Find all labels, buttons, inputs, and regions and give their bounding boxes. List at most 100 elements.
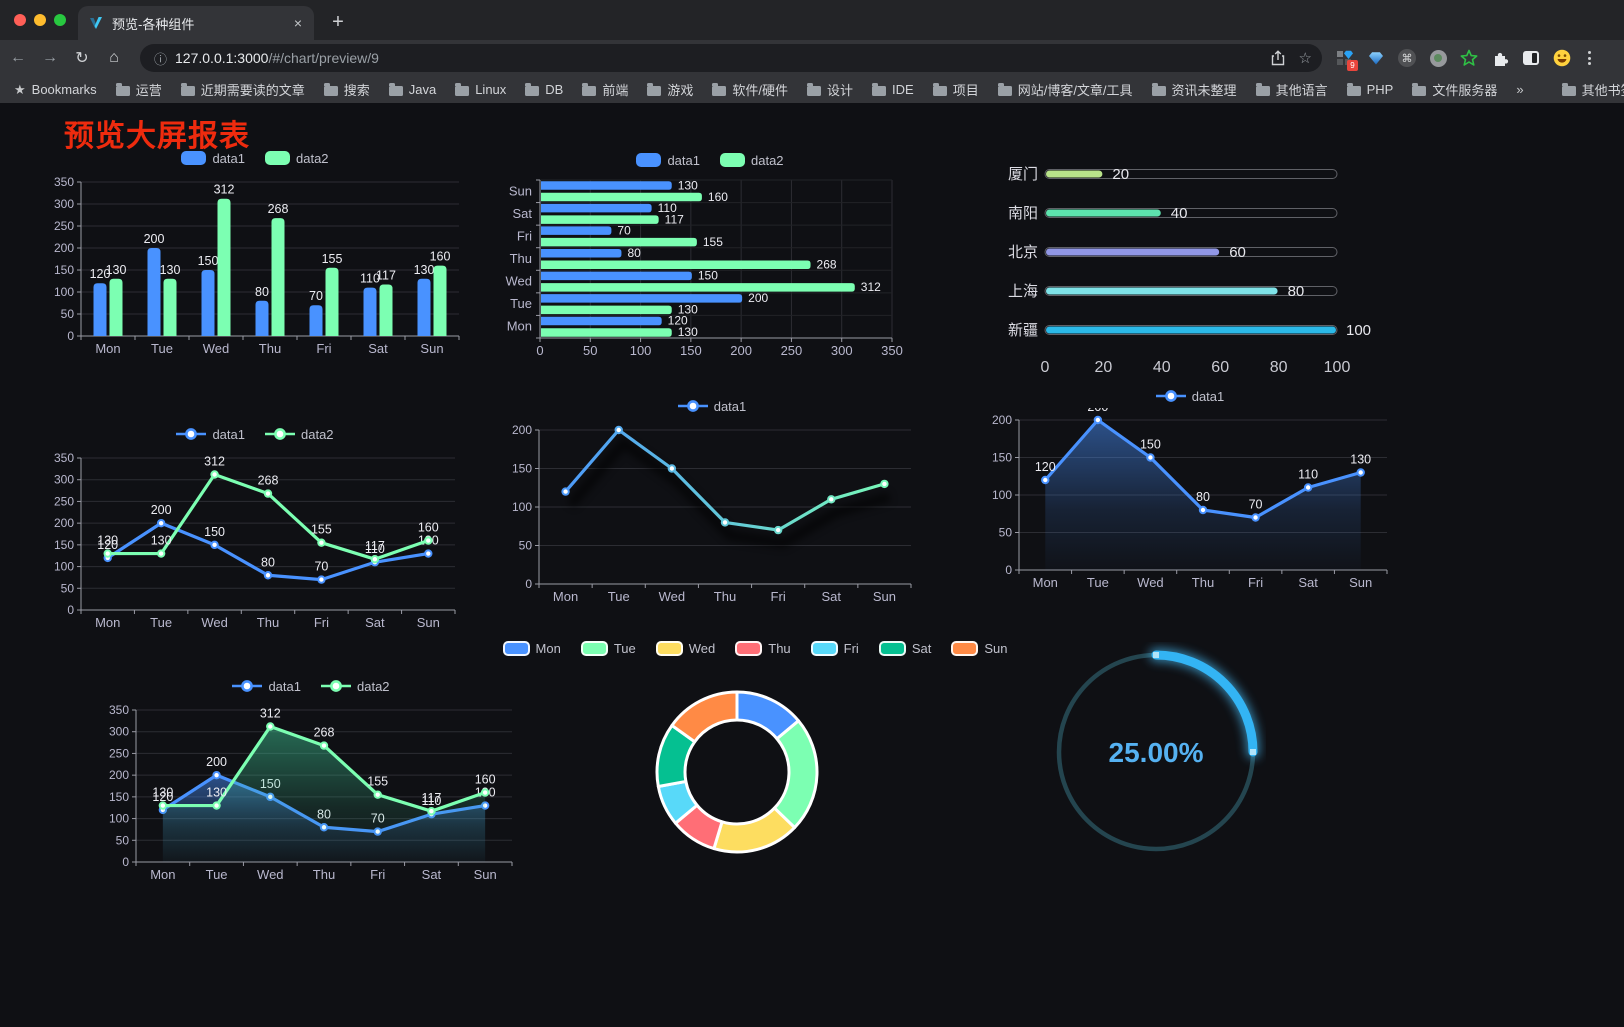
bookmark-folder[interactable]: 网站/博客/文章/工具 — [997, 80, 1133, 99]
svg-text:130: 130 — [678, 325, 698, 339]
extension-icons: 9 ⌘ — [1336, 40, 1591, 76]
gem-extension-icon[interactable] — [1367, 49, 1385, 67]
folder-icon — [455, 83, 470, 96]
svg-text:312: 312 — [861, 280, 881, 294]
svg-text:110: 110 — [1298, 468, 1318, 482]
tampermonkey-extension-icon[interactable]: 9 — [1336, 49, 1358, 71]
legend-item-Wed[interactable]: Wed — [655, 640, 715, 656]
bookmark-folder[interactable]: PHP — [1346, 82, 1393, 97]
svg-text:250: 250 — [781, 343, 803, 358]
legend-item-data2[interactable]: data2 — [265, 151, 329, 166]
bookmark-folder[interactable]: IDE — [872, 82, 914, 97]
legend-item-Tue[interactable]: Tue — [580, 640, 636, 656]
svg-text:40: 40 — [1171, 205, 1188, 222]
svg-text:60: 60 — [1229, 244, 1246, 261]
bookmark-folder[interactable]: Java — [388, 82, 436, 97]
chart-legend: data1 data2 — [498, 150, 922, 170]
minimize-window-button[interactable] — [34, 14, 46, 26]
zoom-window-button[interactable] — [54, 14, 66, 26]
bookmark-folder[interactable]: 软件/硬件 — [712, 80, 788, 99]
svg-text:Fri: Fri — [314, 615, 329, 630]
bookmark-folder[interactable]: 文件服务器 — [1412, 80, 1497, 99]
legend-item-Sat[interactable]: Sat — [878, 640, 931, 656]
svg-text:上海: 上海 — [1008, 283, 1038, 300]
svg-text:100: 100 — [54, 285, 74, 299]
bookmark-star-icon[interactable]: ☆ — [1298, 50, 1312, 67]
legend-item-data1[interactable]: data1 — [636, 153, 700, 168]
green-star-extension-icon[interactable] — [1460, 49, 1478, 67]
browser-tab[interactable]: 预览-各种组件 × — [78, 6, 314, 40]
recorder-extension-icon[interactable] — [1429, 49, 1447, 67]
legend-item-data2[interactable]: data2 — [265, 427, 334, 442]
dual-line-chart[interactable]: data1 data2 0 50 100 150 200 250 300 350 Mon Tue Wed… — [45, 424, 465, 636]
svg-text:200: 200 — [109, 768, 129, 782]
legend-item-data1[interactable]: data1 — [232, 679, 301, 694]
bookmarks-manager[interactable]: ★ Bookmarks — [14, 82, 97, 98]
command-extension-icon[interactable]: ⌘ — [1398, 49, 1416, 67]
reload-icon[interactable]: ↻ — [75, 50, 89, 67]
svg-text:130: 130 — [97, 534, 118, 548]
forward-icon[interactable]: → — [42, 49, 58, 66]
bookmark-folder[interactable]: 项目 — [932, 80, 979, 99]
legend-item-Fri[interactable]: Fri — [810, 640, 859, 656]
bookmark-folder[interactable]: DB — [525, 82, 563, 97]
home-icon[interactable]: ⌂ — [109, 49, 119, 66]
bookmark-folder[interactable]: 搜索 — [323, 80, 370, 99]
legend-item-data1[interactable]: data1 — [677, 399, 746, 414]
bookmark-folder[interactable]: 游戏 — [647, 80, 693, 99]
legend-item-data2[interactable]: data2 — [720, 153, 784, 168]
legend-item-data1[interactable]: data1 — [1155, 389, 1224, 404]
bookmark-folder[interactable]: 近期需要读的文章 — [180, 80, 305, 99]
bookmark-folder[interactable]: Linux — [455, 82, 506, 97]
svg-text:Sun: Sun — [509, 183, 532, 198]
close-window-button[interactable] — [14, 14, 26, 26]
svg-text:117: 117 — [365, 539, 385, 553]
gauge-progress-chart[interactable]: 25.00% — [1046, 642, 1266, 862]
dual-area-chart[interactable]: data1 data2 0 50 100 150 200 250 300 350 Mon Tue Wed… — [100, 676, 522, 888]
svg-text:80: 80 — [1288, 283, 1305, 300]
svg-text:130: 130 — [678, 178, 698, 192]
new-tab-button[interactable]: + — [332, 10, 344, 33]
area-line-chart[interactable]: data1 0 50 100 150 200 Mon Tue Wed Thu Fri Sat Sun 12… — [983, 386, 1397, 596]
bookmark-folder[interactable]: 设计 — [807, 80, 853, 99]
bookmarks-overflow-chevron[interactable]: » — [1516, 82, 1524, 97]
bookmark-folder[interactable]: 资讯未整理 — [1151, 80, 1237, 99]
address-bar[interactable]: ⓘ 127.0.0.1:3000 /#/chart/preview/9 ☆ — [140, 44, 1322, 72]
legend-item-Mon[interactable]: Mon — [502, 640, 561, 656]
bookmark-folder[interactable]: 前端 — [582, 80, 628, 99]
svg-text:120: 120 — [97, 538, 118, 552]
bookmark-folder[interactable]: 其他语言 — [1255, 80, 1328, 99]
emoji-extension-icon[interactable] — [1553, 49, 1571, 67]
site-info-icon[interactable]: ⓘ — [154, 51, 168, 67]
svg-text:Tue: Tue — [206, 867, 228, 882]
browser-menu-icon[interactable] — [1588, 51, 1591, 65]
grouped-bar-chart[interactable]: data1 data2 0 50 100 150 200 250 300 350 Mon Tue Wed… — [45, 148, 465, 362]
other-bookmarks-folder[interactable]: 其他书签 — [1561, 80, 1624, 99]
extensions-puzzle-icon[interactable] — [1491, 49, 1509, 67]
svg-text:新疆: 新疆 — [1008, 322, 1038, 339]
legend-item-Sun[interactable]: Sun — [951, 640, 1007, 656]
svg-text:110: 110 — [658, 201, 677, 215]
tab-close-icon[interactable]: × — [293, 15, 302, 31]
svg-text:130: 130 — [206, 786, 227, 800]
folder-icon — [388, 83, 403, 96]
svg-text:100: 100 — [1324, 359, 1351, 376]
horizontal-bar-chart[interactable]: data1 data2 0 50 100 150 200 250 300 350 Sun 130 160… — [498, 150, 922, 364]
progress-bar-chart[interactable]: 厦门 20 南阳 40 北京 60 上海 80 新疆 100 0 20 40 60 80 100 — [1000, 158, 1392, 386]
legend-item-Thu[interactable]: Thu — [735, 640, 791, 656]
doughnut-chart[interactable]: Mon Tue Wed Thu Fri Sat Sun — [502, 638, 1007, 885]
legend-item-data1[interactable]: data1 — [181, 151, 245, 166]
legend-item-data1[interactable]: data1 — [176, 427, 245, 442]
svg-text:350: 350 — [881, 343, 903, 358]
side-panel-icon[interactable] — [1522, 49, 1540, 67]
legend-item-data2[interactable]: data2 — [321, 679, 390, 694]
svg-text:300: 300 — [109, 725, 129, 739]
share-icon[interactable] — [1271, 50, 1285, 66]
chart-legend: data1 data2 — [45, 148, 465, 168]
bookmark-folder[interactable]: 运营 — [115, 80, 162, 99]
back-icon[interactable]: ← — [10, 49, 26, 66]
gradient-line-chart[interactable]: data1 0 50 100 150 200 Mon Tue Wed Thu Fri Sat Sun — [503, 396, 921, 610]
svg-text:Thu: Thu — [259, 341, 281, 356]
svg-text:0: 0 — [1005, 563, 1012, 577]
